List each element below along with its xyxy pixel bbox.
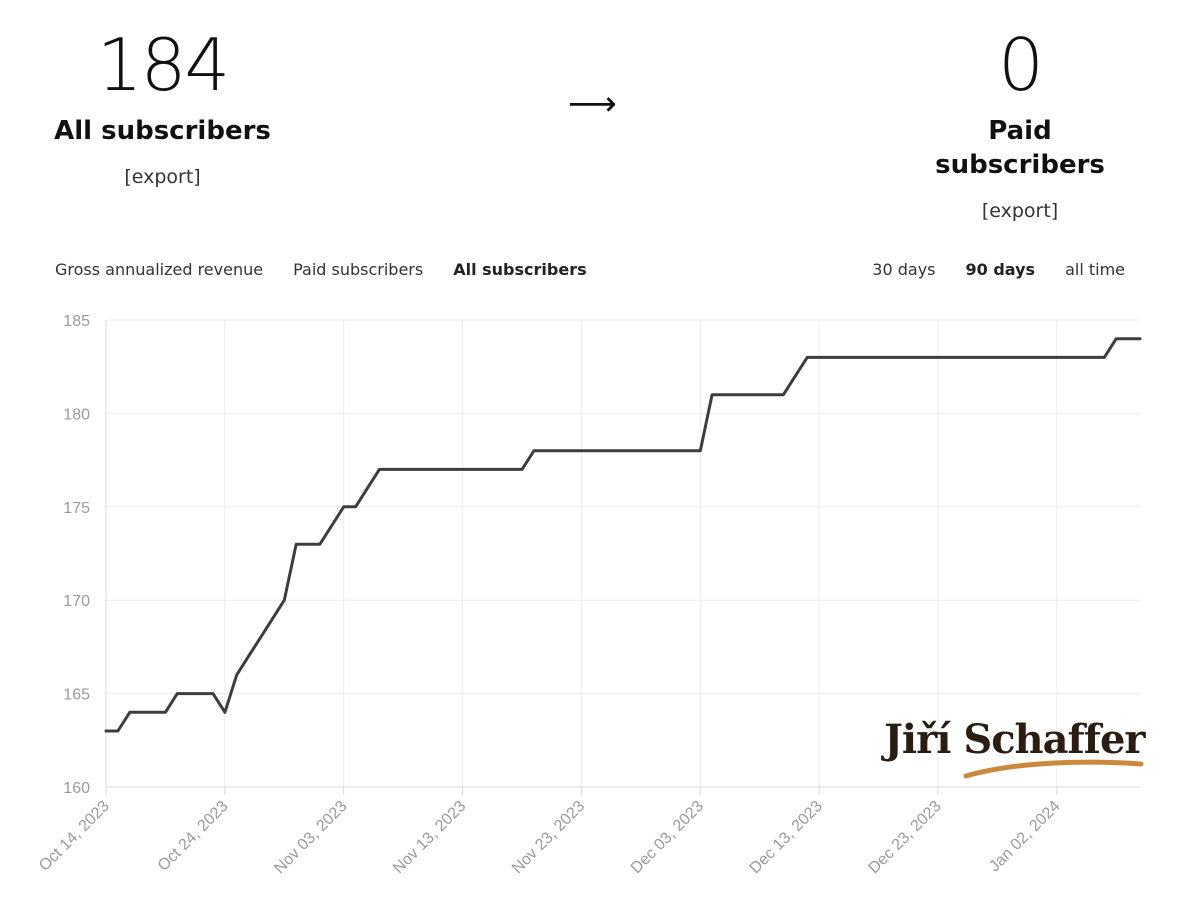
x-tick-label: Nov 23, 2023 xyxy=(509,798,588,877)
range-all-time[interactable]: all time xyxy=(1065,260,1125,279)
x-tick-label: Oct 14, 2023 xyxy=(36,798,113,875)
range-30-days[interactable]: 30 days xyxy=(872,260,936,279)
paid-subscribers-export-link[interactable]: [export] xyxy=(981,200,1059,222)
y-tick-label: 180 xyxy=(63,406,90,423)
x-tick-label: Nov 03, 2023 xyxy=(271,798,350,877)
x-tick-label: Oct 24, 2023 xyxy=(155,798,232,875)
tab-paid-subscribers[interactable]: Paid subscribers xyxy=(293,260,424,279)
logo-swoosh xyxy=(963,759,1144,779)
arrow-right-icon: ⟶ xyxy=(568,84,617,124)
x-tick-label: Dec 03, 2023 xyxy=(628,798,707,877)
y-tick-label: 165 xyxy=(63,687,90,704)
range-90-days[interactable]: 90 days xyxy=(965,260,1036,279)
paid-subscribers-stat: 0 Paid subscribers [export] xyxy=(900,24,1140,224)
x-tick-label: Dec 13, 2023 xyxy=(747,798,826,877)
logo-text: Jiří Schaffer xyxy=(884,716,1145,763)
paid-subscribers-count: 0 xyxy=(998,23,1044,107)
paid-subscribers-label: Paid subscribers xyxy=(935,116,1105,180)
all-subscribers-label: All subscribers xyxy=(54,116,271,146)
series-line xyxy=(104,337,1142,733)
x-tick-label: Dec 23, 2023 xyxy=(865,798,944,877)
x-tick-label: Nov 13, 2023 xyxy=(390,798,469,877)
all-subscribers-export-link[interactable]: [export] xyxy=(124,166,201,188)
all-subscribers-count: 184 xyxy=(96,23,230,107)
range-selector: 30 days 90 days all time xyxy=(872,260,1125,279)
y-tick-label: 185 xyxy=(63,313,90,330)
tab-all-subscribers[interactable]: All subscribers xyxy=(453,260,587,279)
metric-tabs: Gross annualized revenue Paid subscriber… xyxy=(55,260,587,279)
all-subscribers-stat: 184 All subscribers [export] xyxy=(50,24,275,190)
x-tick-label: Jan 02, 2024 xyxy=(986,798,1064,876)
tab-gross-annualized-revenue[interactable]: Gross annualized revenue xyxy=(55,260,264,279)
y-tick-label: 170 xyxy=(63,593,90,610)
logo: Jiří Schaffer xyxy=(884,716,1145,780)
y-tick-label: 175 xyxy=(63,500,90,517)
y-tick-label: 160 xyxy=(63,780,90,797)
